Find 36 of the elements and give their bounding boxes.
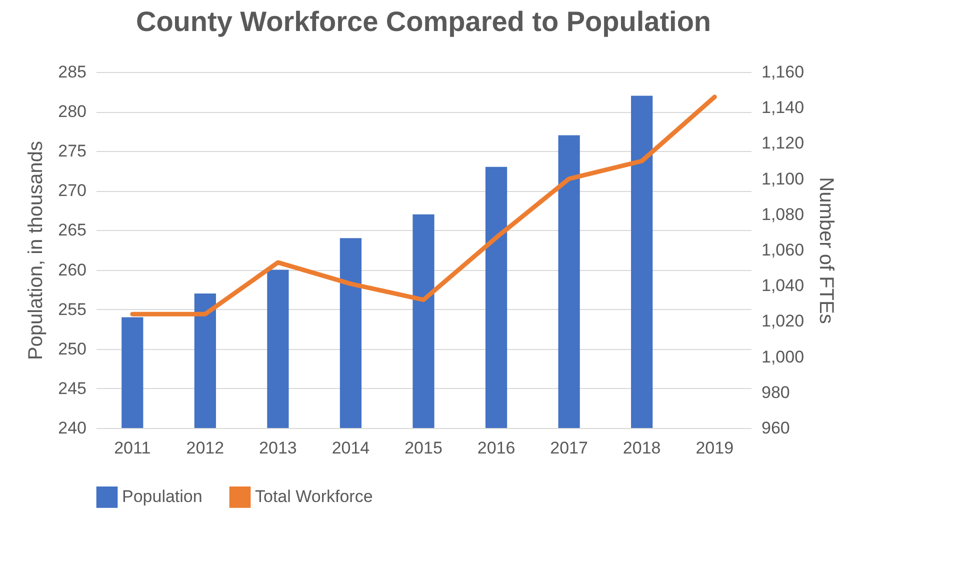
y2-tick-label: 980 bbox=[762, 382, 790, 402]
y2-tick-label: 1,000 bbox=[762, 347, 804, 366]
y-tick-label: 260 bbox=[58, 260, 86, 280]
y-tick-label: 240 bbox=[58, 418, 86, 438]
line-series bbox=[130, 94, 717, 316]
y2-tick-label: 1,060 bbox=[762, 240, 804, 260]
x-tick-label: 2017 bbox=[550, 438, 588, 458]
y-tick-label: 285 bbox=[58, 62, 86, 82]
y2-tick-label: 1,020 bbox=[762, 312, 804, 331]
y-tick-label: 245 bbox=[58, 378, 86, 398]
y-tick-label: 250 bbox=[58, 339, 86, 358]
x-tick-label: 2014 bbox=[332, 438, 370, 458]
y-tick-label: 255 bbox=[58, 300, 86, 319]
x-tick-label: 2012 bbox=[186, 438, 224, 458]
x-tick-label: 2013 bbox=[259, 438, 297, 458]
y-tick-label: 270 bbox=[58, 181, 86, 200]
x-tick-label: 2018 bbox=[622, 438, 661, 458]
y-tick-label: 275 bbox=[58, 142, 86, 161]
legend-label: Total Workforce bbox=[255, 487, 373, 506]
chart-title: County Workforce Compared to Population bbox=[136, 6, 712, 37]
x-tick-label: 2019 bbox=[696, 438, 734, 458]
x-tick-label: 2016 bbox=[477, 438, 516, 458]
y-tick-label: 265 bbox=[58, 220, 86, 240]
y-tick-label: 280 bbox=[58, 102, 86, 122]
y2-tick-label: 1,100 bbox=[762, 169, 804, 188]
y2-tick-label: 1,080 bbox=[762, 204, 804, 224]
legend-label: Population bbox=[122, 487, 202, 506]
y2-axis-title: Number of FTEs bbox=[815, 177, 838, 324]
y2-tick-label: 1,160 bbox=[762, 62, 804, 82]
y2-tick-label: 1,040 bbox=[762, 276, 804, 296]
y-axis-title: Population, in thousands bbox=[25, 140, 48, 360]
y2-tick-label: 1,140 bbox=[762, 98, 804, 118]
x-tick-label: 2015 bbox=[404, 438, 442, 458]
x-tick-label: 2011 bbox=[114, 438, 151, 458]
y2-tick-label: 1,120 bbox=[762, 134, 804, 153]
y2-tick-label: 960 bbox=[762, 418, 790, 438]
